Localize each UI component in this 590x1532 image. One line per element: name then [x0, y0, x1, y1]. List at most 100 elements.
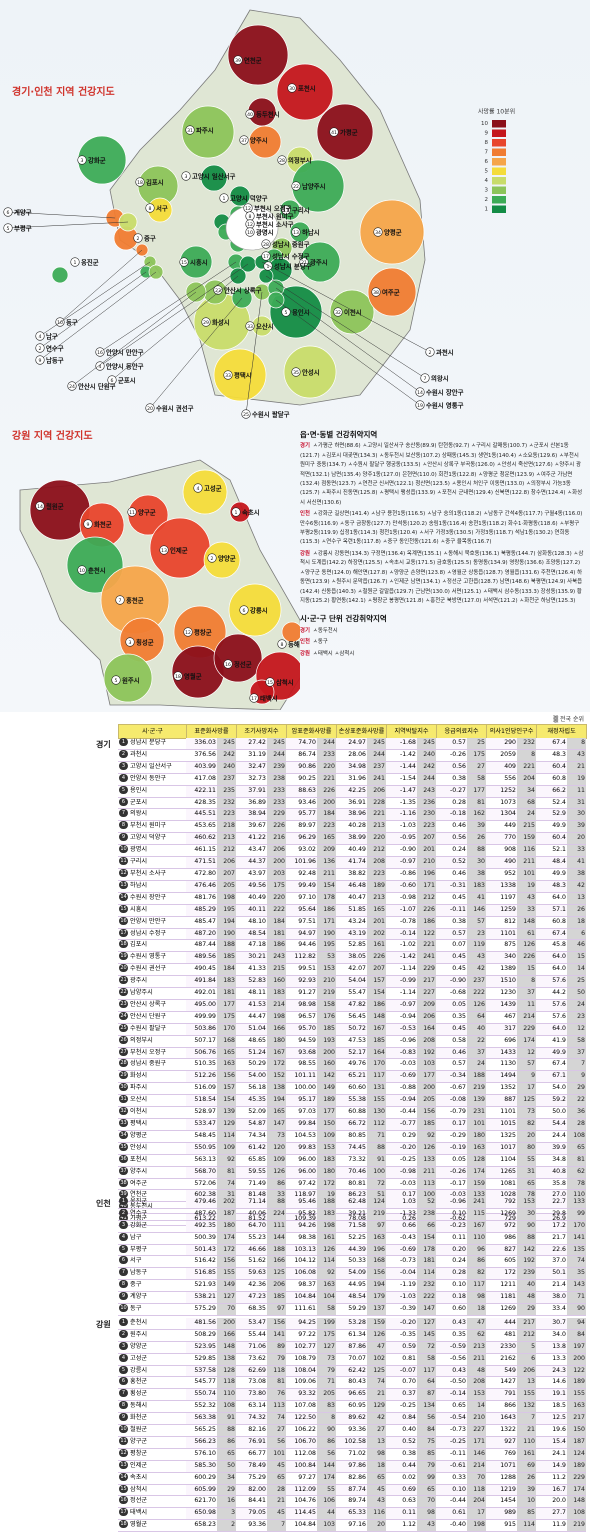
- rank-cell: 28: [567, 1118, 586, 1131]
- value-cell: 986: [486, 1232, 517, 1245]
- rank-cell: 92: [217, 1154, 236, 1167]
- region-number-badge: [371, 287, 381, 297]
- value-cell: 62.69: [236, 1365, 267, 1378]
- rank-cell: 241: [467, 1196, 486, 1209]
- table-row: 18 김포시 487.44 188 47.18 186 94.46 195 52.85 161 -1…: [118, 939, 586, 953]
- rank-cell: 241: [417, 951, 436, 965]
- value-cell: 1101: [486, 928, 517, 941]
- value-cell: -0.39: [386, 1303, 417, 1316]
- value-cell: 17.2: [536, 1220, 567, 1233]
- value-cell: 52.25: [336, 1232, 367, 1245]
- value-cell: 95.82: [286, 1208, 317, 1221]
- value-cell: 495.00: [186, 999, 217, 1012]
- table-row: 15 삼척시 605.99 29 82.00 28 112.09 55 87.74 45 0.69 6…: [118, 1484, 586, 1497]
- rank-cell: 138: [267, 1082, 286, 1096]
- rank-cell: 141: [267, 1329, 286, 1342]
- value-cell: 62.42: [336, 1365, 367, 1378]
- value-cell: 24.4: [536, 1130, 567, 1143]
- value-cell: 18.5: [536, 1400, 567, 1414]
- rank-cell: 205: [317, 1388, 336, 1402]
- row-number: 9: [119, 833, 128, 842]
- value-cell: 82.00: [236, 1484, 267, 1497]
- legend-swatch: [492, 205, 506, 213]
- row-name: 김포시: [130, 941, 148, 949]
- value-cell: 41.33: [236, 963, 267, 977]
- rank-cell: 200: [567, 1353, 586, 1366]
- value-cell: -0.11: [436, 1448, 467, 1461]
- rank-cell: 211: [417, 1166, 436, 1179]
- rank-cell: 71: [367, 1130, 386, 1143]
- value-cell: 66.2: [536, 785, 567, 798]
- row-name: 횡성군: [130, 1390, 148, 1398]
- value-cell: 74.45: [336, 1142, 367, 1155]
- value-cell: 37.91: [236, 785, 267, 798]
- value-cell: 48.3: [536, 749, 567, 762]
- rank-cell: 232: [217, 797, 236, 810]
- region-tag: 강원: [300, 550, 310, 557]
- rank-cell: 39: [567, 820, 586, 834]
- value-cell: 1181: [486, 1291, 517, 1305]
- rank-cell: 72: [367, 1178, 386, 1191]
- region: [213, 633, 263, 683]
- rank-cell: 33: [517, 904, 536, 917]
- value-cell: 471.51: [186, 856, 217, 869]
- column-header: 조기사망지수: [236, 724, 287, 739]
- value-cell: 59.2: [536, 1094, 567, 1108]
- row-name: 춘천시: [130, 1318, 148, 1326]
- value-cell: -0.94: [386, 1011, 417, 1024]
- value-cell: 1643: [486, 1412, 517, 1426]
- rank-cell: 36: [567, 1106, 586, 1119]
- value-cell: 57.6: [536, 1011, 567, 1024]
- value-cell: 92.48: [286, 868, 317, 881]
- value-cell: -1.03: [386, 820, 417, 834]
- rank-cell: 166: [267, 1255, 286, 1269]
- rank-cell: 155: [567, 1388, 586, 1402]
- value-cell: -1.35: [386, 797, 417, 810]
- rank-cell: 233: [267, 797, 286, 810]
- value-cell: 0.28: [436, 1267, 467, 1281]
- row-number: 21: [119, 976, 128, 985]
- value-cell: -0.44: [386, 1106, 417, 1119]
- region-number: 24: [69, 384, 75, 390]
- row-name: 의정부시: [130, 1036, 153, 1044]
- value-cell: 67.4: [536, 928, 567, 941]
- value-cell: -0.19: [436, 1142, 467, 1155]
- rank-cell: 126: [467, 999, 486, 1012]
- value-cell: 67.4: [536, 1058, 567, 1072]
- name-cell: 7 횡성군: [118, 1388, 186, 1402]
- rank-cell: 114: [217, 1130, 236, 1143]
- value-cell: 565.25: [186, 1424, 217, 1437]
- row-number: 3: [119, 1220, 128, 1229]
- rank-cell: 174: [567, 1484, 586, 1497]
- rank-cell: 214: [517, 1011, 536, 1024]
- value-cell: 30.21: [236, 951, 267, 965]
- region: [316, 103, 374, 161]
- rank-cell: 227: [467, 1424, 486, 1437]
- rank-cell: 149: [317, 1082, 336, 1096]
- region-number: 15: [267, 680, 273, 686]
- rank-cell: 101: [517, 868, 536, 881]
- value-cell: 104.12: [286, 1255, 317, 1269]
- rank-cell: 166: [217, 1329, 236, 1342]
- region-tag: 강원: [300, 650, 310, 657]
- row-name: 남구: [130, 1233, 142, 1241]
- value-cell: 44.37: [236, 856, 267, 869]
- region-number: 5: [115, 678, 118, 684]
- rank-cell: 243: [267, 951, 286, 965]
- value-cell: 80.81: [336, 1178, 367, 1191]
- value-cell: -0.86: [386, 868, 417, 881]
- region-number-badge: [420, 373, 430, 383]
- table-row: 25 수원시 팔달구 503.86 170 51.04 166 95.70 185 50.72 1…: [118, 1023, 586, 1036]
- rank-cell: 221: [517, 761, 536, 774]
- rank-cell: 144: [267, 1232, 286, 1245]
- name-cell: 3 양양군: [118, 1341, 186, 1354]
- value-cell: 38.96: [336, 808, 367, 822]
- value-cell: 791: [486, 1388, 517, 1402]
- value-cell: 37.0: [536, 1255, 567, 1269]
- column-header: 암표준화사망률: [285, 724, 338, 739]
- rank-cell: 21: [567, 761, 586, 774]
- row-name: 평택시: [130, 1120, 148, 1127]
- rank-cell: 244: [317, 738, 336, 750]
- rank-cell: 65: [217, 1448, 236, 1461]
- rank-cell: 19: [517, 880, 536, 893]
